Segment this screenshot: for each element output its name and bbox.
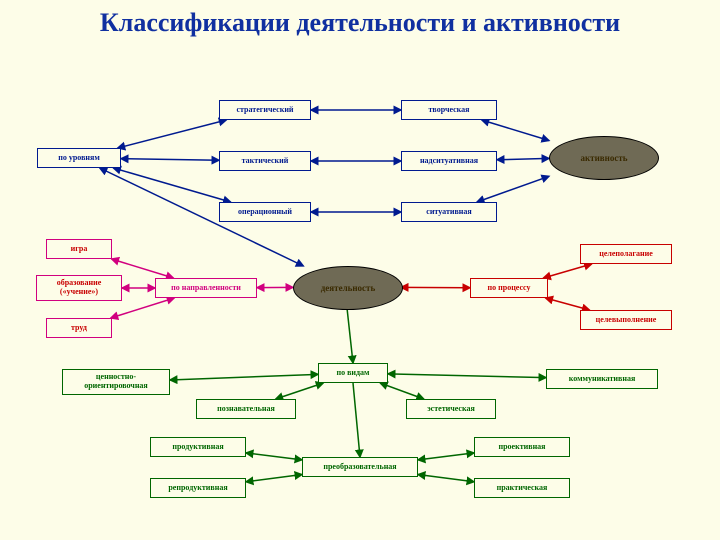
edge-n_preobr-n_proj [418, 453, 474, 460]
edge-n_vidam-n_komm [388, 374, 546, 378]
node-n_oper: операционный [219, 202, 311, 222]
edge-n_vidam-n_cenn [170, 374, 318, 380]
node-n_komm: коммуникативная [546, 369, 658, 389]
node-n_goal2: целевыполнение [580, 310, 672, 330]
node-n_creat: творческая [401, 100, 497, 120]
edge-n_preobr-n_repr [246, 475, 302, 482]
edge-n_trud-n_napr [111, 298, 175, 318]
node-n_est: эстетическая [406, 399, 496, 419]
node-n_deyat: деятельность [293, 266, 403, 310]
edge-n_preobr-n_prakt [418, 475, 474, 482]
node-n_tact: тактический [219, 151, 311, 171]
node-n_levels: по уровням [37, 148, 121, 168]
node-n_preobr: преобразовательная [302, 457, 418, 477]
node-n_vidam: по видам [318, 363, 388, 383]
node-n_napr: по направленности [155, 278, 257, 298]
edge-n_creat-n_act [482, 120, 549, 141]
node-n_igra: игра [46, 239, 112, 259]
edge-n_vidam-n_est [380, 383, 424, 399]
node-n_pozn: познавательная [196, 399, 296, 419]
node-n_strat: стратегический [219, 100, 311, 120]
node-n_proc: по процессу [470, 278, 548, 298]
node-n_obr: образование («учение») [36, 275, 122, 301]
edge-n_nadsit-n_act [497, 158, 549, 159]
edge-n_proc-n_goal2 [546, 298, 590, 310]
node-n_proj: проективная [474, 437, 570, 457]
edge-n_levels-n_oper [113, 168, 230, 202]
edge-n_vidam-n_pozn [276, 383, 324, 399]
node-n_nadsit: надситуативная [401, 151, 497, 171]
node-n_prod: продуктивная [150, 437, 246, 457]
edge-n_preobr-n_prod [246, 453, 302, 460]
node-n_trud: труд [46, 318, 112, 338]
node-n_goal1: целеполагание [580, 244, 672, 264]
edge-n_levels-n_strat [118, 120, 227, 148]
edge-n_situat-n_act [477, 176, 549, 202]
edge-n_vidam-n_preobr [353, 383, 360, 457]
node-n_cenn: ценностно-ориентировочная [62, 369, 170, 395]
node-n_act: активность [549, 136, 659, 180]
edge-n_deyat-n_vidam [347, 308, 353, 363]
node-n_situat: ситуативная [401, 202, 497, 222]
edge-n_levels-n_tact [121, 159, 219, 161]
edge-n_proc-n_goal1 [543, 264, 591, 278]
node-n_prakt: практическая [474, 478, 570, 498]
node-n_repr: репродуктивная [150, 478, 246, 498]
